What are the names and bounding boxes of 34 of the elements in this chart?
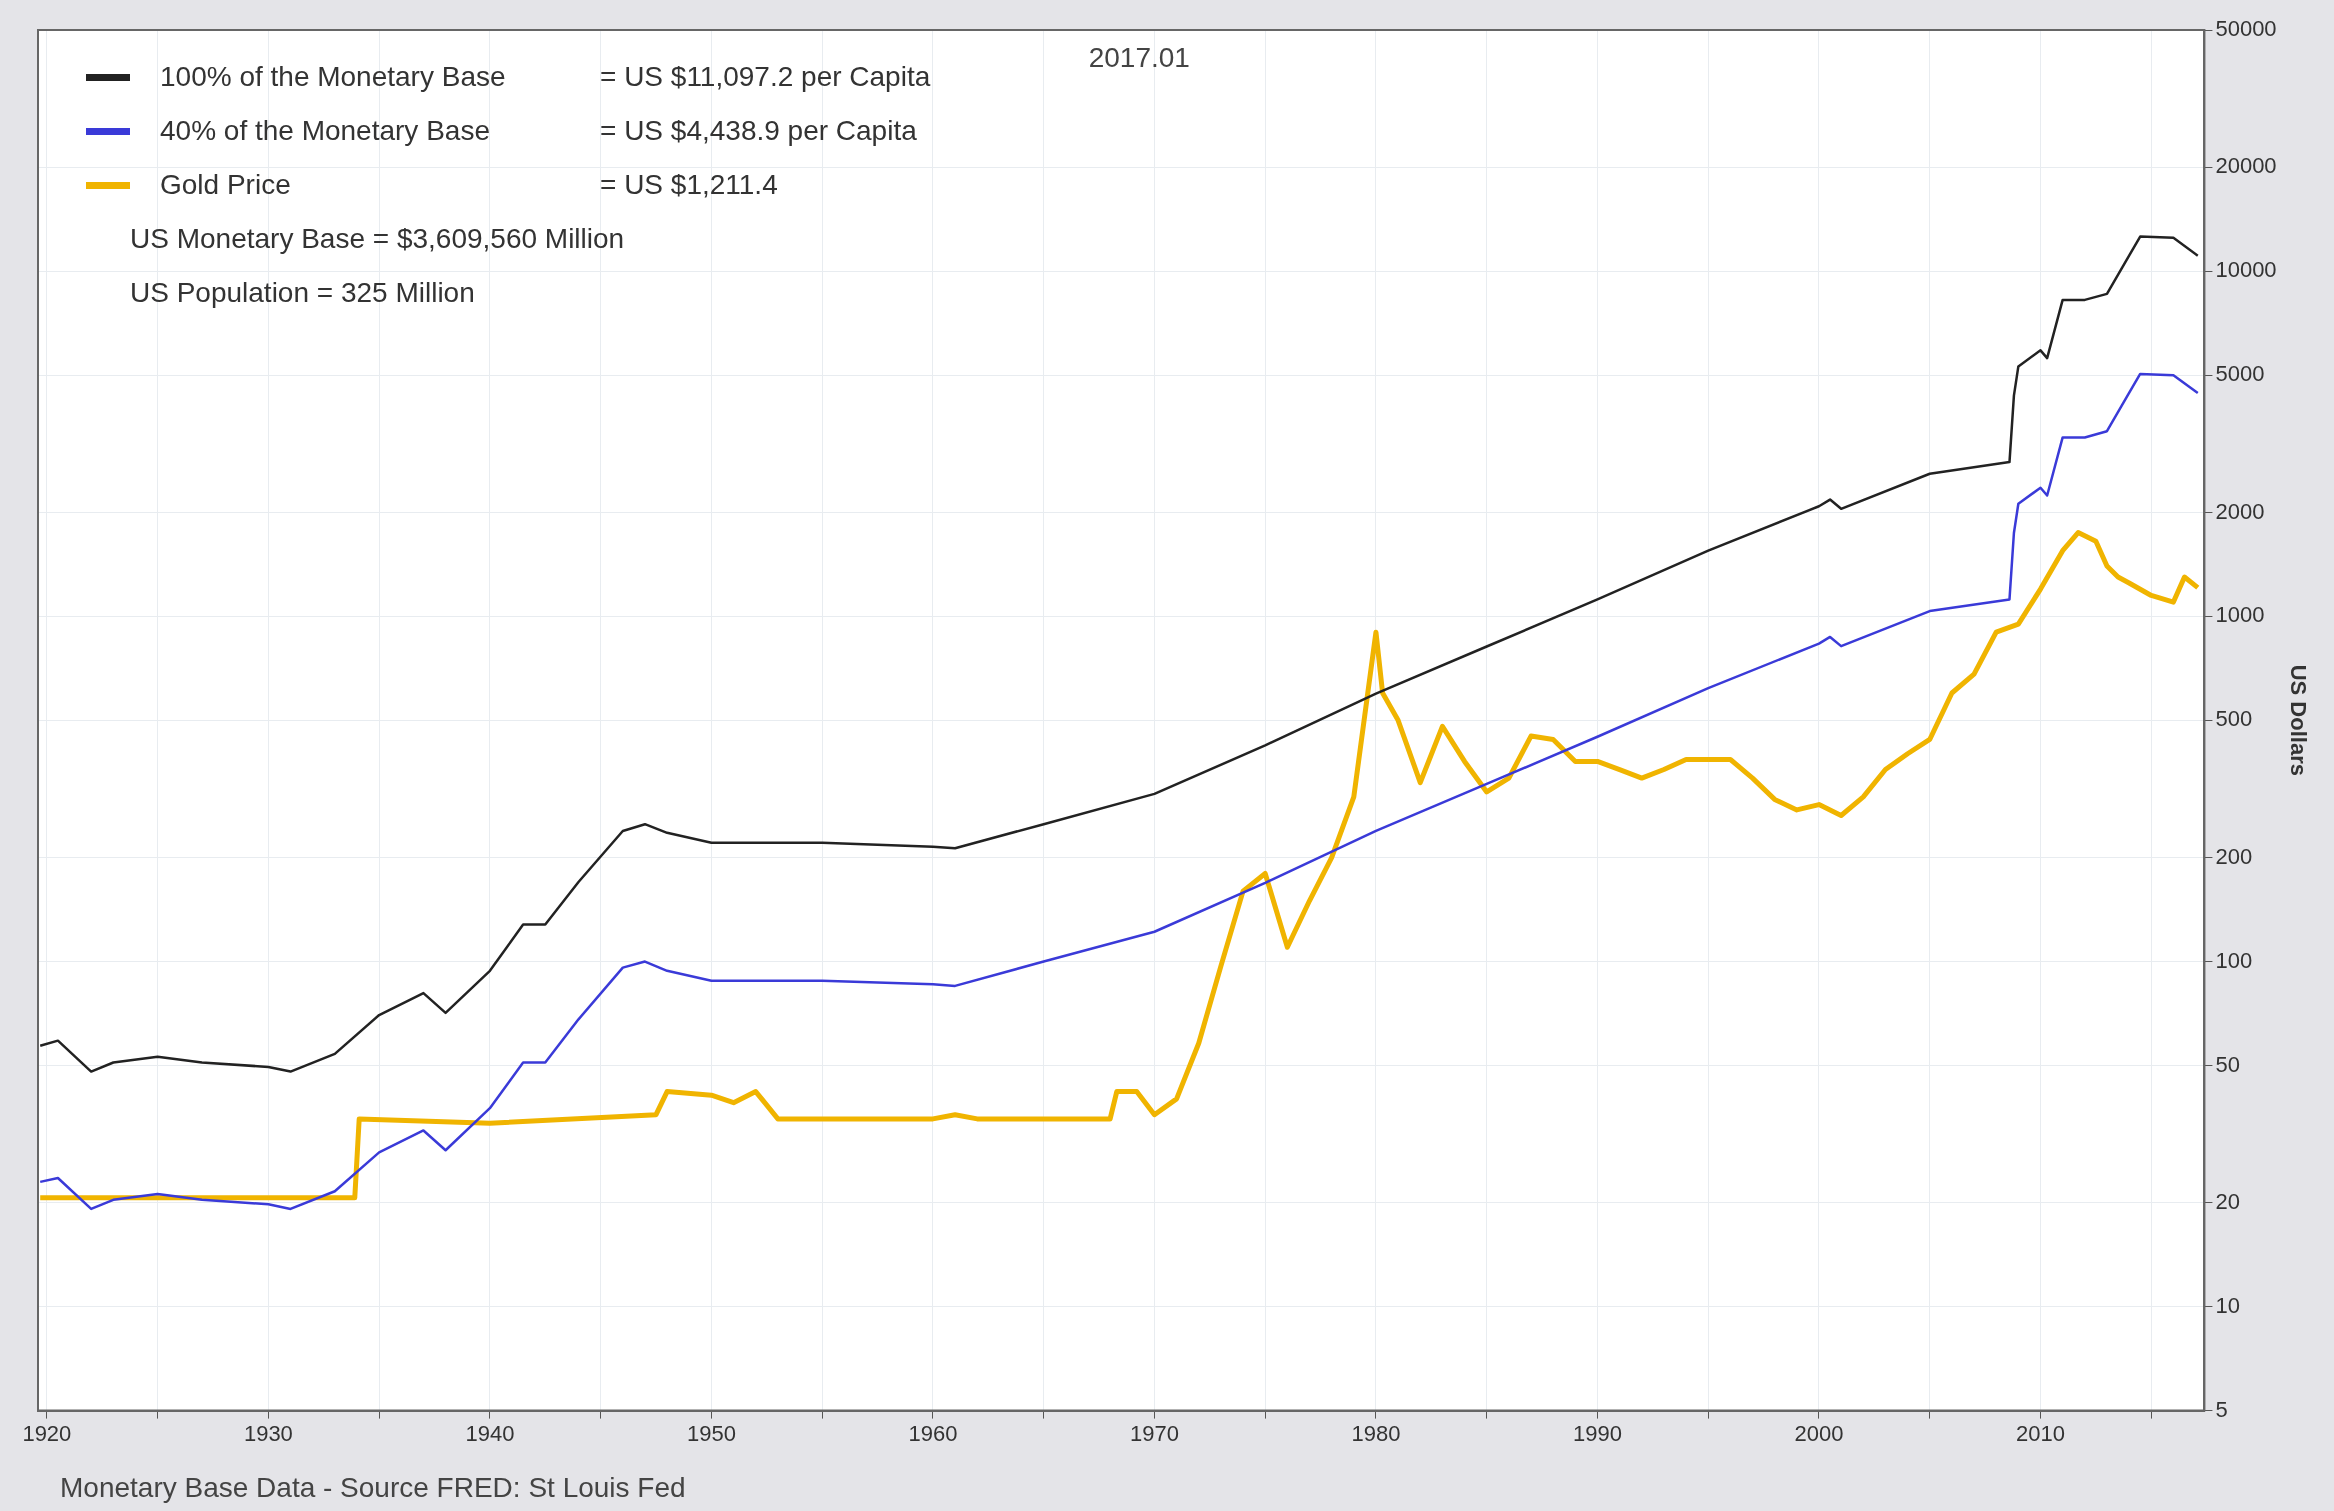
annotation: = US $1,211.4 [600, 168, 778, 202]
x-tick-label: 1950 [686, 1420, 736, 1446]
annotation: US Monetary Base = $3,609,560 Million [129, 222, 626, 256]
x-tick-label: 1930 [243, 1420, 293, 1446]
y-tick-label: 50 [2215, 1051, 2240, 1077]
y-tick-label: 10000 [2215, 257, 2277, 283]
text: Monetary Base Data - Source FRED: St Louis Fed [60, 1472, 686, 1504]
y-tick-label: 1000 [2215, 602, 2265, 628]
x-tick-label: 1920 [22, 1420, 72, 1446]
x-tick-label: 1970 [1129, 1420, 1179, 1446]
annotation: = US $11,097.2 per Capita [600, 60, 931, 94]
x-tick-label: 1960 [908, 1420, 958, 1446]
y-tick-label: 10 [2215, 1292, 2240, 1318]
y-tick-label: 20 [2215, 1188, 2240, 1214]
legend-label: 40% of the Monetary Base [160, 114, 491, 148]
y-tick-label: 500 [2215, 706, 2253, 732]
annotation: = US $4,438.9 per Capita [600, 114, 917, 148]
x-tick-label: 2000 [1794, 1420, 1844, 1446]
x-tick-label: 1940 [465, 1420, 515, 1446]
x-tick-label: 2010 [2016, 1420, 2065, 1446]
y-tick-label: 200 [2215, 843, 2253, 869]
x-tick-label: 1990 [1572, 1420, 1622, 1446]
x-tick-label: 1980 [1351, 1420, 1401, 1446]
y-tick-label: 50000 [2215, 16, 2277, 42]
legend-label: 100% of the Monetary Base [160, 60, 507, 94]
y-axis-title: US Dollars [2285, 664, 2311, 776]
y-tick-label: 2000 [2215, 498, 2265, 524]
y-tick-label: 20000 [2215, 153, 2277, 179]
legend-label: Gold Price [160, 168, 292, 202]
y-tick-label: 100 [2215, 947, 2253, 973]
y-tick-label: 5000 [2215, 361, 2265, 387]
annotation: US Population = 325 Million [129, 276, 476, 310]
y-tick-label: 5 [2215, 1396, 2228, 1422]
annotation: 2017.01 [1088, 42, 1190, 74]
